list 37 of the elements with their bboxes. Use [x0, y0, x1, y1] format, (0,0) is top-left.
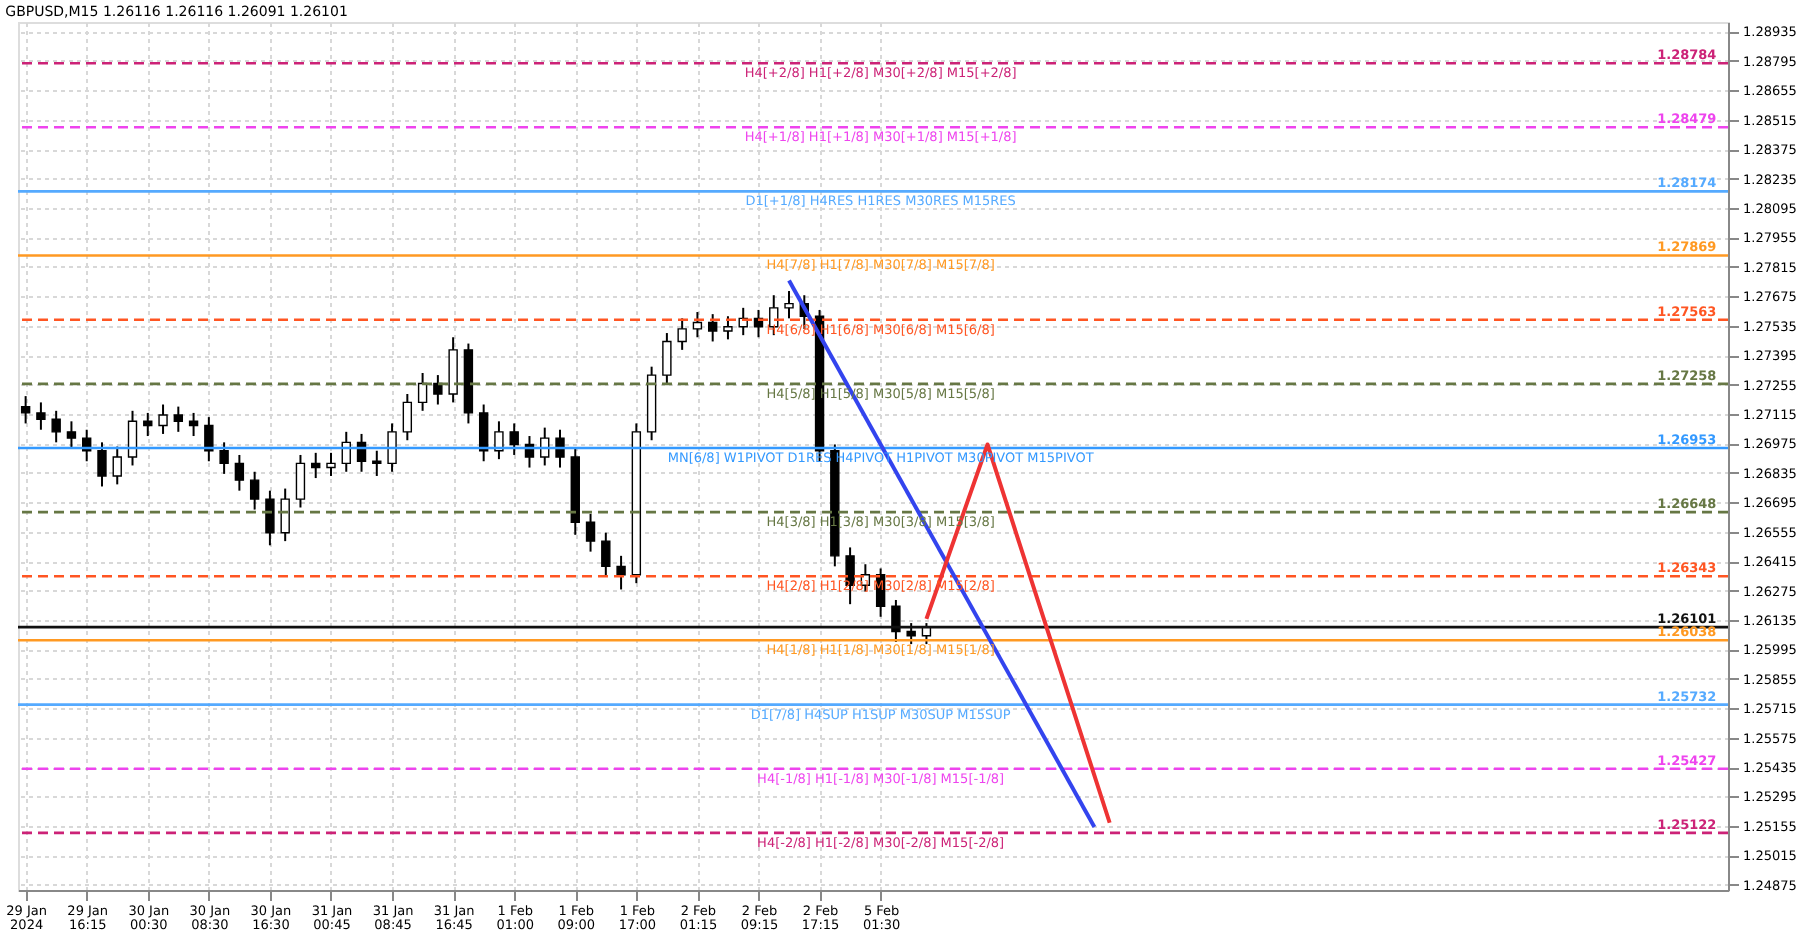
candlestick [692, 311, 703, 339]
candlestick [723, 315, 733, 341]
candlestick [173, 405, 184, 433]
candlestick [112, 445, 122, 486]
candlestick [402, 393, 413, 442]
candlestick [234, 453, 245, 492]
candlestick [280, 487, 290, 543]
candlestick [36, 401, 46, 431]
candlestick [295, 453, 306, 509]
candlestick [662, 332, 672, 385]
candlestick [601, 531, 611, 578]
candlestick [417, 371, 428, 412]
candlestick [433, 374, 443, 406]
candlestick [249, 470, 260, 511]
candlestick [509, 422, 519, 456]
candlestick [127, 409, 138, 467]
candlestick [616, 554, 626, 591]
candlestick [555, 428, 565, 469]
candlestick [677, 317, 687, 351]
candlestick [326, 451, 336, 477]
candlestick [707, 313, 718, 343]
candlestick [158, 403, 168, 435]
candlestick [478, 403, 489, 463]
candlestick [494, 420, 504, 461]
candlestick [51, 409, 61, 444]
candlestick [66, 420, 77, 450]
candlestick [784, 290, 794, 320]
candlestick [97, 441, 107, 488]
candlestick [540, 426, 550, 467]
candlestick [906, 622, 916, 646]
candlestick [265, 489, 275, 547]
candlestick [387, 422, 397, 473]
candlestick [448, 336, 458, 404]
candlestick [219, 441, 229, 475]
candlestick [20, 395, 31, 425]
candlestick [204, 416, 214, 463]
candlestick [585, 512, 596, 553]
